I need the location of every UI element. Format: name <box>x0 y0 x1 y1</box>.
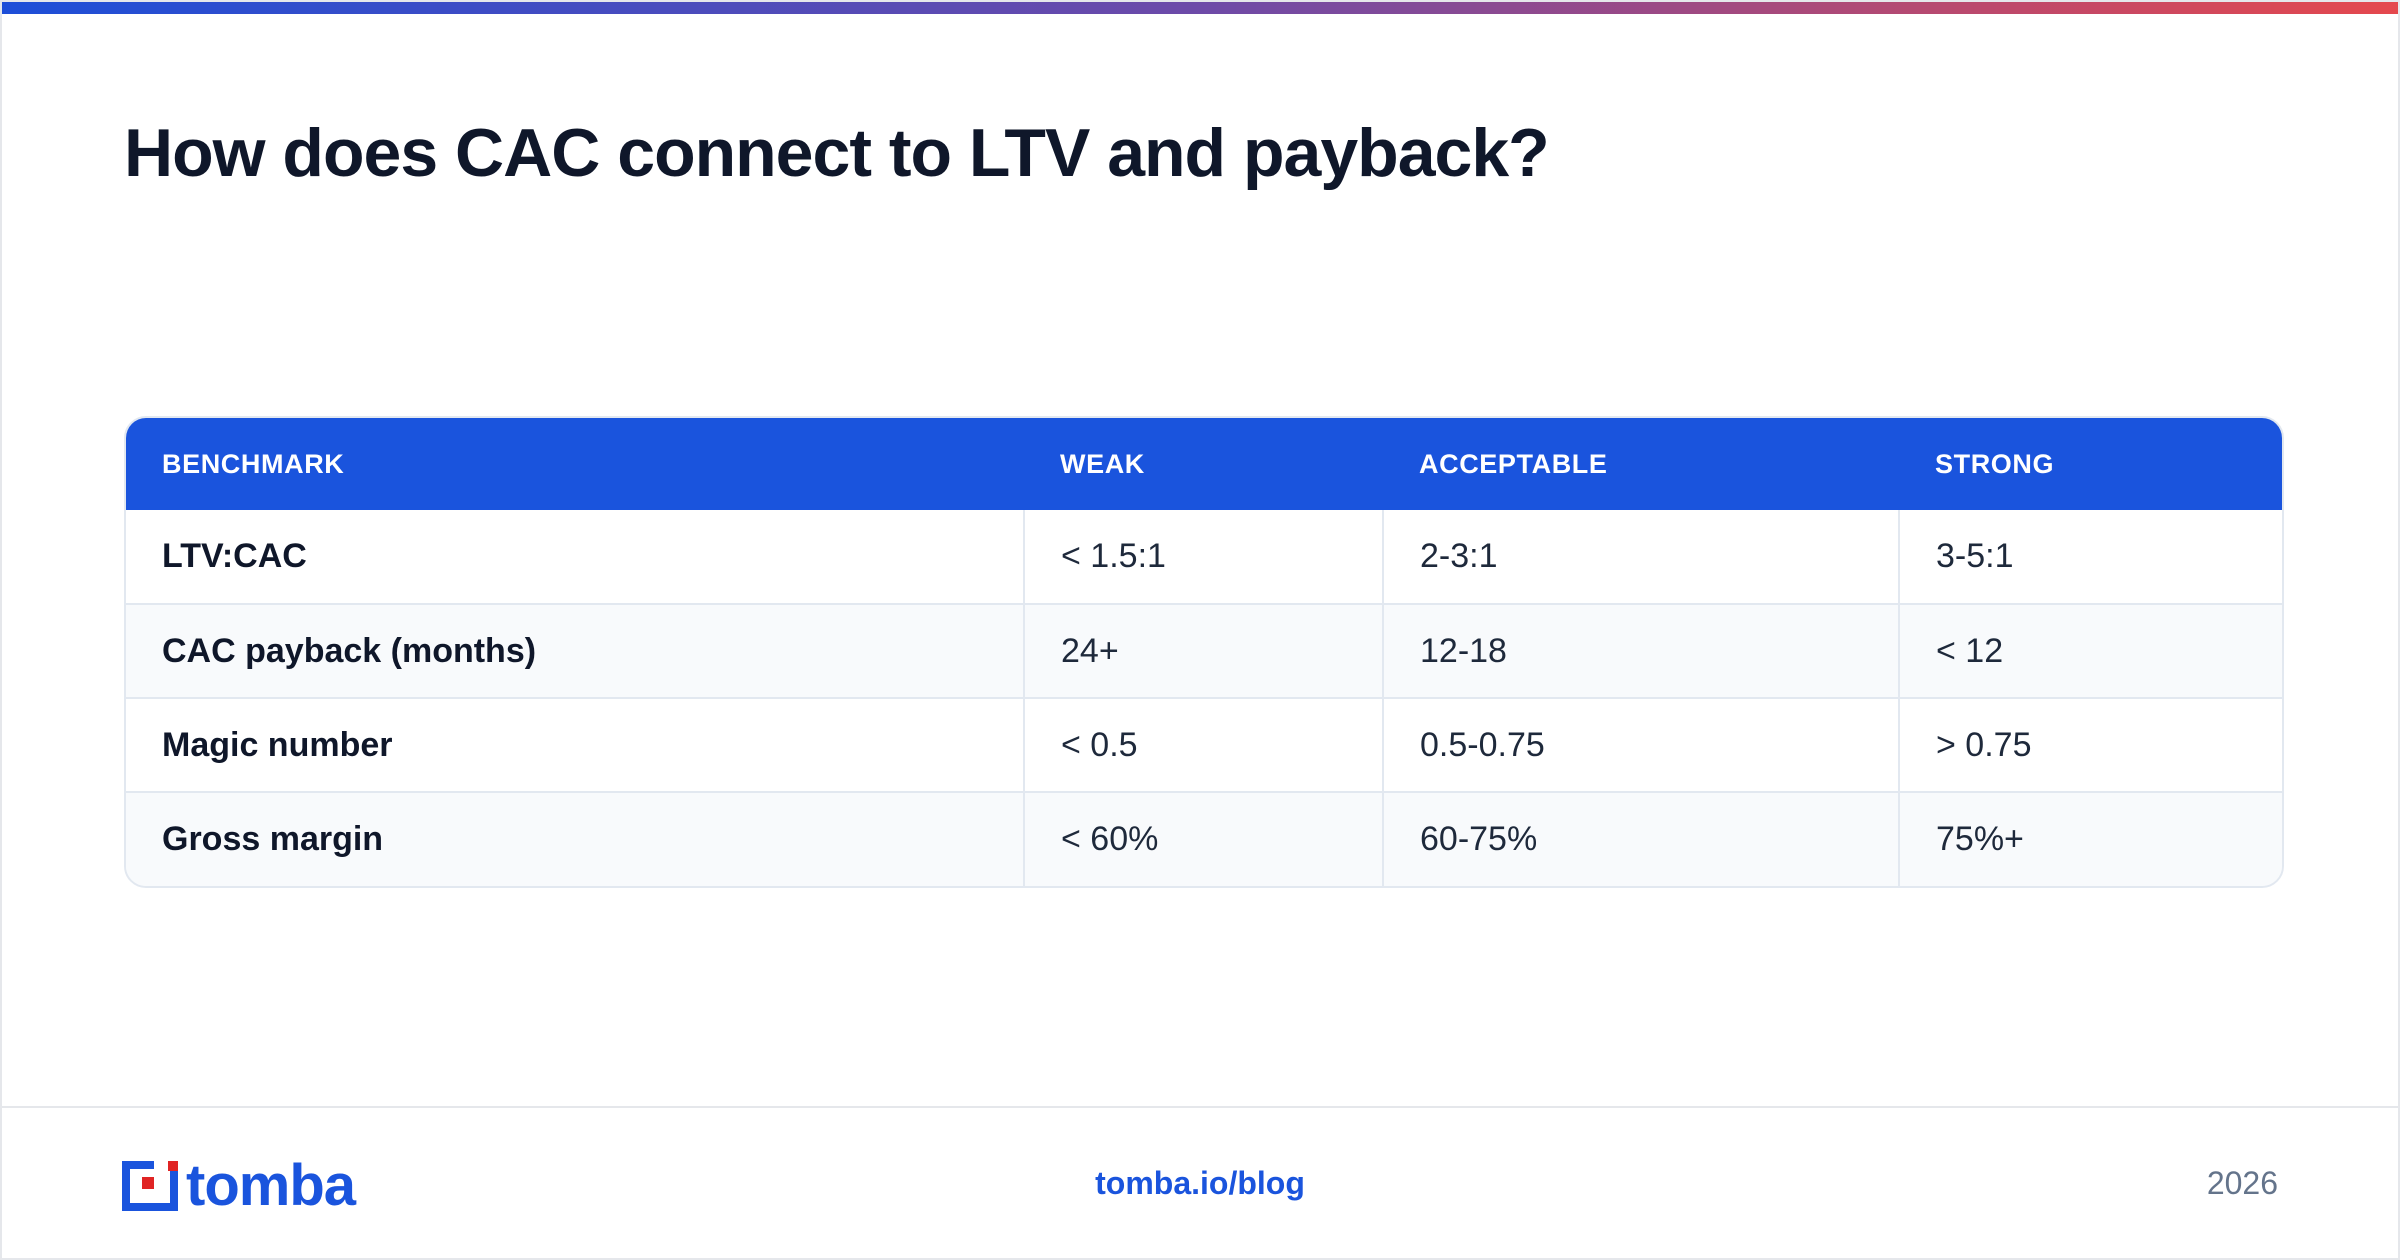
table-header-row: BENCHMARK WEAK ACCEPTABLE STRONG <box>126 418 2282 510</box>
benchmark-cell: Gross margin <box>126 791 1024 886</box>
acceptable-cell: 0.5-0.75 <box>1382 697 1899 792</box>
table-row: LTV:CAC < 1.5:1 2-3:1 3-5:1 <box>126 510 2282 604</box>
column-header-strong: STRONG <box>1935 448 2055 479</box>
table-row: Gross margin < 60% 60-75% 75%+ <box>126 791 2282 886</box>
weak-cell: < 60% <box>1023 791 1383 886</box>
strong-cell: < 12 <box>1898 603 2282 698</box>
weak-cell: 24+ <box>1023 603 1383 698</box>
tomba-logo[interactable]: tomba <box>122 1153 356 1218</box>
tomba-logo-icon <box>122 1161 178 1211</box>
page-title: How does CAC connect to LTV and payback? <box>124 115 1550 191</box>
benchmark-table: BENCHMARK WEAK ACCEPTABLE STRONG LTV:CAC… <box>124 416 2284 888</box>
benchmark-cell: CAC payback (months) <box>126 603 1024 698</box>
logo-wordmark: tomba <box>186 1153 356 1218</box>
weak-cell: < 1.5:1 <box>1023 510 1383 604</box>
benchmark-cell: Magic number <box>126 697 1024 792</box>
table-row: Magic number < 0.5 0.5-0.75 > 0.75 <box>126 697 2282 792</box>
acceptable-cell: 12-18 <box>1382 603 1899 698</box>
column-header-weak: WEAK <box>1060 448 1145 479</box>
benchmark-cell: LTV:CAC <box>162 537 307 575</box>
acceptable-cell: 60-75% <box>1382 791 1899 886</box>
acceptable-cell: 2-3:1 <box>1382 510 1899 604</box>
footer-year: 2026 <box>2206 1165 2278 1201</box>
footer-divider <box>2 1106 2398 1108</box>
gradient-top-bar <box>2 2 2398 14</box>
strong-cell: > 0.75 <box>1898 697 2282 792</box>
weak-cell: < 0.5 <box>1023 697 1383 792</box>
strong-cell: 3-5:1 <box>1898 510 2282 604</box>
table-row: CAC payback (months) 24+ 12-18 < 12 <box>126 603 2282 698</box>
column-header-benchmark: BENCHMARK <box>162 448 345 479</box>
column-header-acceptable: ACCEPTABLE <box>1419 448 1608 479</box>
strong-cell: 75%+ <box>1898 791 2282 886</box>
blog-link[interactable]: tomba.io/blog <box>1095 1165 1305 1201</box>
